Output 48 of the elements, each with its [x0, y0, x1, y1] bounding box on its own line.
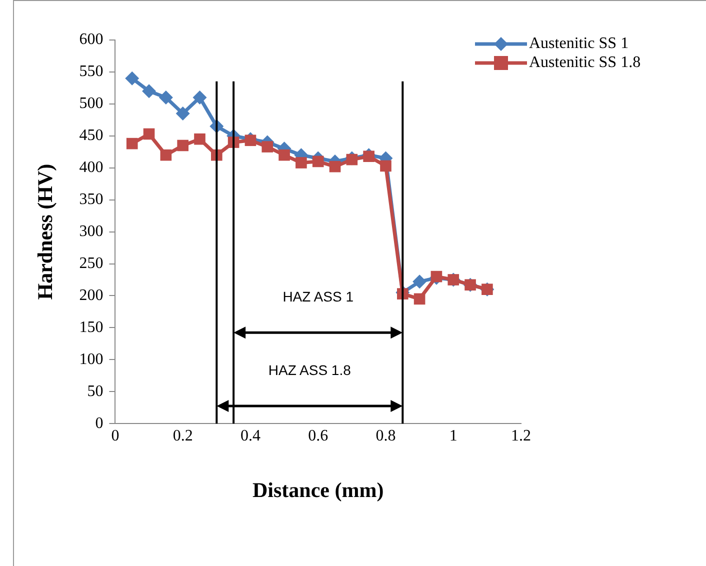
x-tick-label: 0: [111, 427, 120, 444]
legend-label: Austenitic SS 1.8: [529, 54, 641, 72]
y-tick-label: 150: [79, 318, 104, 336]
x-tick-label: 1.2: [511, 427, 531, 444]
y-tick-label: 200: [79, 286, 104, 304]
legend-label: Austenitic SS 1: [529, 34, 629, 52]
x-tick-label: 1: [449, 427, 458, 444]
point: [244, 134, 256, 146]
y-tick-label: 100: [79, 350, 104, 368]
point: [176, 106, 190, 121]
y-axis-title: Hardness (HV): [33, 164, 58, 300]
y-tick-label: 500: [79, 95, 104, 112]
y-tick-label: 600: [79, 31, 104, 48]
point: [126, 138, 138, 150]
point: [158, 90, 173, 105]
y-tick-label: 250: [79, 254, 104, 272]
y-tick-label: 350: [79, 191, 104, 208]
point: [296, 157, 307, 168]
annotation: HAZ ASS 1: [282, 288, 354, 305]
x-tick-label: 0.6: [308, 427, 328, 444]
point: [160, 149, 172, 161]
y-tick-label: 300: [79, 223, 104, 240]
y-tick-label: 0: [95, 414, 104, 432]
y-tick-label: 400: [79, 159, 104, 176]
point: [278, 149, 290, 161]
point: [262, 141, 274, 152]
point: [412, 274, 427, 289]
point: [194, 133, 206, 145]
point: [142, 84, 156, 98]
y-tick-label: 50: [87, 382, 104, 400]
point: [346, 154, 358, 166]
y-tick-label: 550: [79, 63, 104, 80]
point: [125, 71, 140, 86]
x-tick-label: 0.8: [376, 427, 396, 444]
point: [430, 270, 442, 282]
x-tick-label: 0.2: [172, 427, 193, 444]
x-tick-label: 0.4: [240, 427, 260, 444]
y-tick-label: 450: [79, 127, 104, 144]
point: [414, 293, 426, 305]
point: [380, 160, 392, 172]
annotation: HAZ ASS 1.8: [268, 362, 352, 378]
x-axis-title: Distance (mm): [252, 478, 384, 502]
point: [329, 160, 341, 172]
point: [363, 150, 374, 162]
point: [192, 90, 207, 105]
point: [312, 156, 324, 168]
point: [143, 128, 155, 140]
point: [177, 140, 188, 152]
